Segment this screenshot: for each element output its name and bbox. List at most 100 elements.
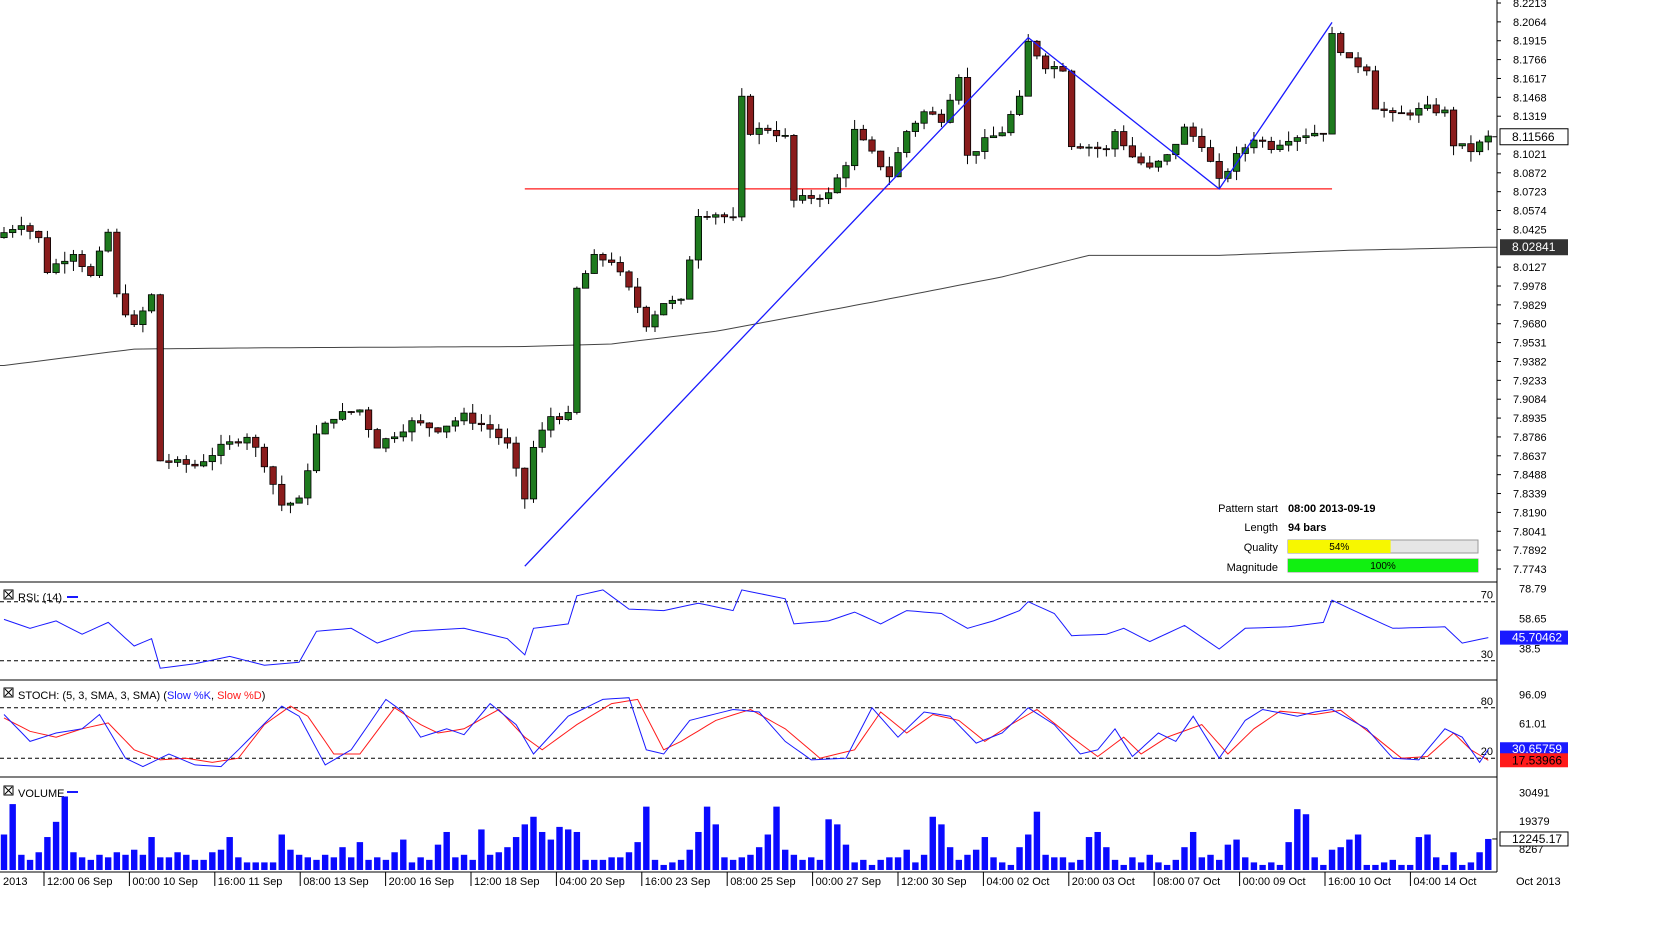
bearish-candle bbox=[868, 139, 876, 152]
volume-bar bbox=[512, 837, 520, 870]
time-axis: 2013 12:00 06 Sep 00:00 10 Sep 16:00 11 Sep… bbox=[3, 872, 1561, 888]
bullish-candle bbox=[894, 152, 902, 178]
bearish-candle bbox=[1267, 140, 1275, 150]
bullish-candle bbox=[851, 128, 859, 167]
bearish-candle bbox=[182, 459, 190, 465]
rsi-axis-ticks: 78.79 58.65 38.5 bbox=[1519, 584, 1547, 656]
axis-tick-label: 30491 bbox=[1519, 788, 1550, 800]
rsi-panel: RSI: (14) 70 30 78.79 58.65 38.5 45.70462 bbox=[0, 584, 1568, 669]
bullish-candle bbox=[217, 443, 225, 456]
time-axis-label: 12:00 18 Sep bbox=[474, 876, 539, 888]
bearish-candle bbox=[746, 95, 755, 135]
volume-bar bbox=[1441, 864, 1449, 870]
volume-bar bbox=[912, 862, 919, 870]
price-tick-label: 8.1617 bbox=[1513, 73, 1547, 85]
volume-current-box bbox=[1499, 831, 1569, 847]
bullish-candle bbox=[408, 420, 416, 433]
axis-tick-label: 38.5 bbox=[1519, 643, 1540, 655]
volume-bar bbox=[1077, 859, 1084, 870]
rsi-title: RSI: (14) bbox=[18, 592, 62, 604]
volume-bar bbox=[1467, 862, 1475, 870]
bullish-candle bbox=[972, 151, 980, 156]
volume-bar bbox=[261, 862, 268, 870]
bullish-candle bbox=[564, 412, 572, 420]
bearish-candle bbox=[1137, 156, 1145, 164]
volume-bar bbox=[1120, 864, 1127, 870]
volume-current-label: 12245.17 bbox=[1512, 832, 1562, 846]
bullish-candle bbox=[243, 436, 251, 444]
bullish-candle bbox=[1050, 66, 1058, 70]
bullish-candle bbox=[573, 287, 581, 413]
volume-bar bbox=[903, 849, 910, 870]
volume-bar bbox=[1424, 834, 1431, 870]
volume-bar bbox=[999, 862, 1006, 870]
volume-bar bbox=[217, 849, 225, 870]
pattern-start-value: 08:00 2013-09-19 bbox=[1288, 503, 1375, 515]
bullish-candle bbox=[989, 135, 998, 139]
volume-bar bbox=[78, 857, 86, 870]
bullish-candle bbox=[668, 299, 676, 304]
volume-bar bbox=[0, 834, 8, 870]
volume-bar bbox=[287, 849, 294, 870]
bearish-candle bbox=[269, 466, 277, 485]
bearish-candle bbox=[1076, 146, 1084, 149]
volume-bar bbox=[183, 854, 190, 870]
bearish-candle bbox=[503, 437, 512, 444]
bearish-candle bbox=[364, 409, 373, 431]
volume-bar bbox=[1137, 862, 1145, 870]
bullish-candle bbox=[1085, 146, 1093, 149]
rsi-levels: 70 30 bbox=[0, 590, 1497, 662]
volume-bar bbox=[1259, 864, 1266, 870]
volume-bar bbox=[9, 804, 16, 870]
axis-tick-label: 61.01 bbox=[1519, 719, 1547, 731]
bullish-candle bbox=[443, 425, 451, 433]
bullish-candle bbox=[1458, 143, 1466, 147]
volume-bar bbox=[104, 857, 112, 870]
volume-bar bbox=[70, 852, 77, 870]
bearish-candle bbox=[1198, 135, 1206, 149]
bearish-candle bbox=[1259, 139, 1267, 142]
bullish-candle bbox=[208, 455, 216, 463]
volume-bar bbox=[18, 854, 25, 870]
bullish-candle bbox=[920, 111, 928, 124]
bearish-candle bbox=[35, 230, 43, 239]
stoch-title-separator: , bbox=[211, 690, 217, 702]
price-tick-label: 7.9084 bbox=[1513, 394, 1547, 406]
quality-label: Quality bbox=[1244, 542, 1279, 554]
bearish-candle bbox=[130, 314, 138, 326]
time-axis-label: 12:00 06 Sep bbox=[47, 876, 112, 888]
volume-bar bbox=[851, 862, 858, 870]
bearish-candle bbox=[278, 483, 286, 506]
volume-bar bbox=[651, 859, 659, 870]
volume-bar bbox=[1285, 842, 1292, 870]
bearish-candle bbox=[642, 306, 650, 328]
volume-bar bbox=[1450, 852, 1457, 870]
volume-bar bbox=[894, 857, 902, 870]
volume-bar bbox=[157, 857, 164, 870]
bullish-candle bbox=[955, 77, 963, 101]
volume-bar bbox=[877, 859, 884, 870]
bullish-candle bbox=[798, 195, 807, 201]
volume-bar bbox=[243, 862, 251, 870]
current-price-label: 8.11566 bbox=[1512, 130, 1555, 144]
volume-bar bbox=[1051, 857, 1058, 870]
price-tick-label: 8.1915 bbox=[1513, 36, 1547, 48]
volume-bar bbox=[990, 857, 997, 870]
volume-bar bbox=[1389, 859, 1396, 870]
price-tick-label: 7.9382 bbox=[1513, 356, 1547, 368]
time-axis-label: 20:00 03 Oct bbox=[1072, 876, 1135, 888]
bullish-candle bbox=[356, 409, 364, 413]
pattern-info-box: Pattern start 08:00 2013-09-19 Length 94… bbox=[1218, 503, 1479, 574]
price-tick-label: 7.8637 bbox=[1513, 451, 1547, 463]
volume-bar bbox=[165, 857, 173, 870]
volume-bar bbox=[35, 852, 42, 870]
volume-bar bbox=[530, 816, 537, 870]
bullish-candle bbox=[390, 436, 399, 440]
volume-bar bbox=[131, 849, 138, 870]
bullish-candle bbox=[651, 314, 659, 328]
price-tick-label: 7.9829 bbox=[1513, 300, 1547, 312]
volume-bar bbox=[460, 854, 468, 870]
bullish-candle bbox=[1328, 33, 1336, 135]
bearish-candle bbox=[1337, 33, 1345, 54]
bearish-candle bbox=[1319, 132, 1327, 135]
